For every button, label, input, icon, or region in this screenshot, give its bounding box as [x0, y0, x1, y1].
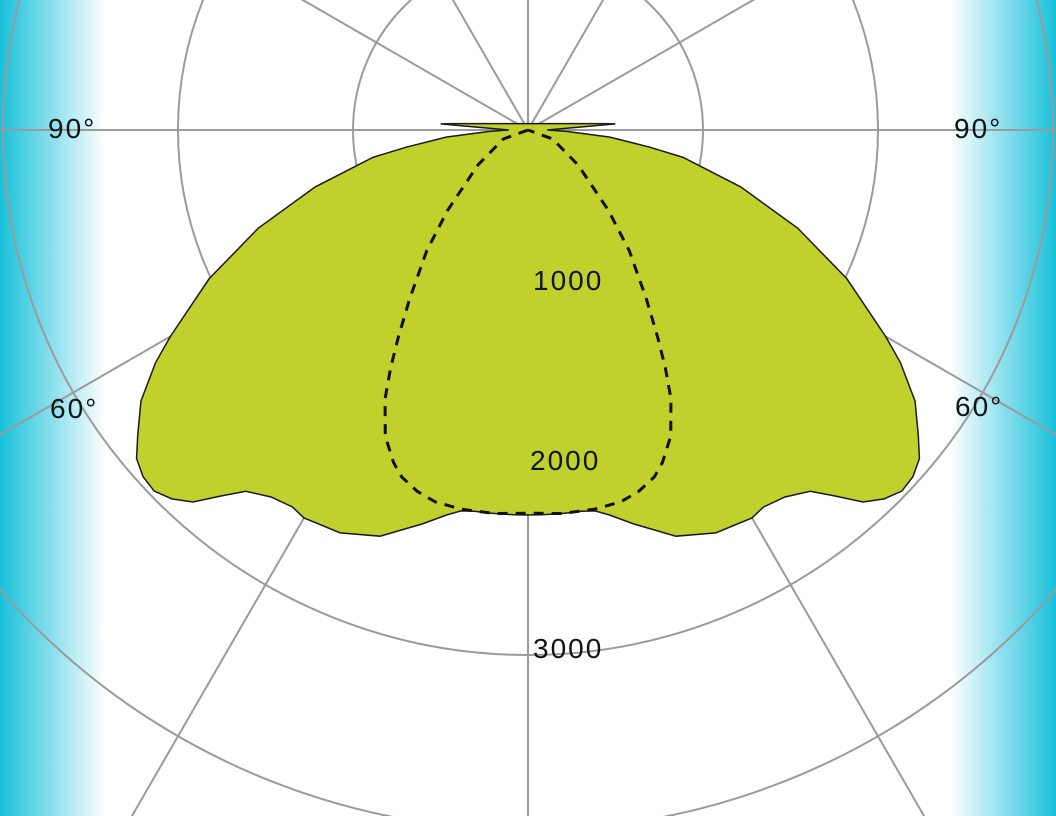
ring-label: 3000: [533, 633, 603, 664]
angle-label: 60°: [955, 391, 1003, 422]
ring-label: 1000: [533, 265, 603, 296]
ring-label: 2000: [530, 445, 600, 476]
chart-svg: 1000 2000 3000 90° 90° 60° 60°: [0, 0, 1056, 816]
polar-chart: 1000 2000 3000 90° 90° 60° 60°: [0, 0, 1056, 816]
angle-label: 90°: [954, 113, 1002, 144]
angle-label: 90°: [48, 113, 96, 144]
angle-label: 60°: [50, 393, 98, 424]
